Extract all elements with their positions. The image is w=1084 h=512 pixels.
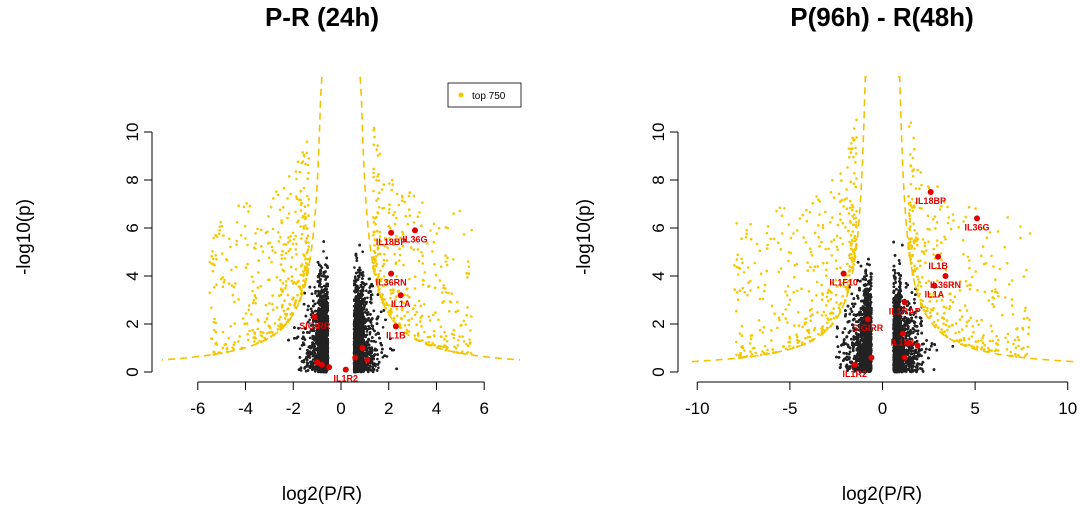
data-point	[374, 365, 377, 368]
data-point	[381, 326, 385, 329]
data-point	[311, 354, 315, 358]
panel-1-title: P-R (24h)	[265, 2, 379, 32]
data-point	[365, 289, 368, 293]
data-point	[370, 339, 373, 343]
data-point	[361, 250, 365, 253]
data-point	[353, 266, 356, 269]
data-point	[308, 336, 312, 340]
data-point	[322, 250, 325, 253]
data-point	[381, 356, 385, 359]
data-point	[376, 357, 379, 361]
data-point	[358, 266, 361, 270]
data-point	[374, 333, 378, 336]
data-point	[374, 340, 378, 344]
panel-1-y-axis-label: -log10(p)	[14, 199, 35, 275]
data-point	[377, 366, 380, 370]
panel-1: P-R (24h) -log10(p) log2(P/R) IL18BPIL36…	[14, 2, 522, 505]
data-point	[314, 292, 317, 295]
data-point	[365, 333, 369, 337]
data-point	[299, 369, 303, 372]
data-point	[298, 347, 302, 351]
data-point	[366, 296, 369, 300]
data-point	[311, 358, 315, 361]
data-point	[363, 310, 367, 314]
data-point	[313, 286, 316, 289]
data-point	[365, 330, 369, 333]
data-point	[308, 318, 312, 322]
panel-1-x-axis-label: log2(P/R)	[282, 484, 362, 505]
